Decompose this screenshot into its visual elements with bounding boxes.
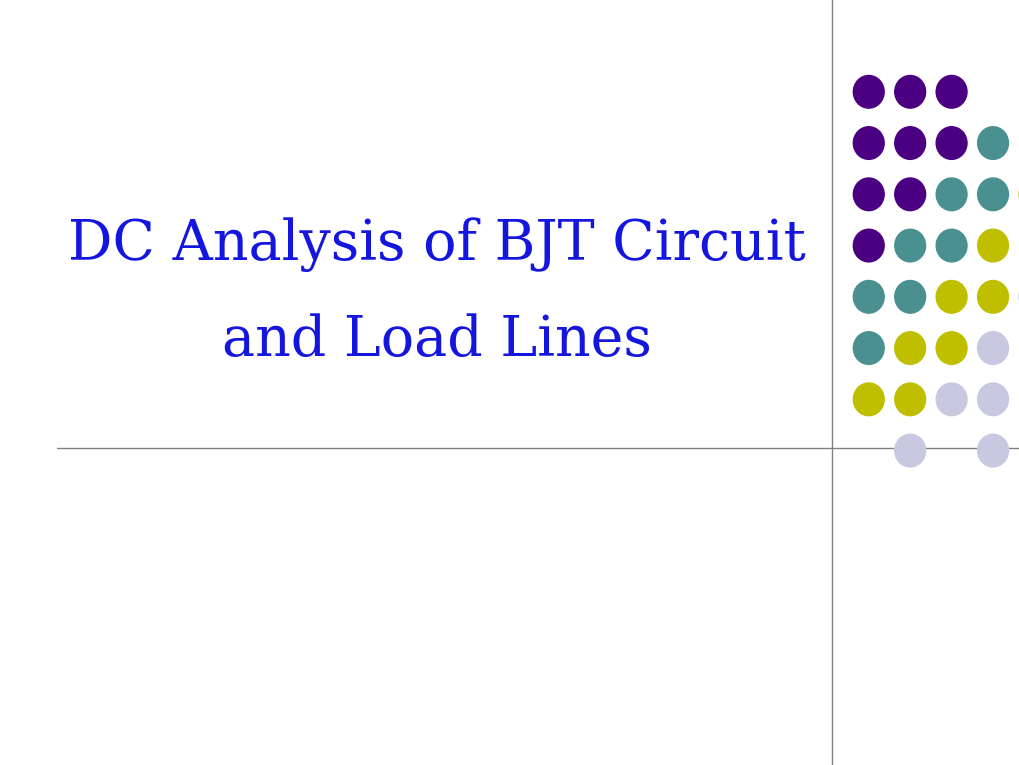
- Ellipse shape: [853, 383, 883, 415]
- Ellipse shape: [935, 230, 966, 262]
- Ellipse shape: [853, 178, 883, 210]
- Ellipse shape: [894, 230, 924, 262]
- Ellipse shape: [935, 332, 966, 364]
- Ellipse shape: [935, 76, 966, 108]
- Ellipse shape: [894, 127, 924, 159]
- Ellipse shape: [894, 76, 924, 108]
- Ellipse shape: [853, 281, 883, 313]
- Ellipse shape: [894, 383, 924, 415]
- Ellipse shape: [894, 435, 924, 467]
- Ellipse shape: [935, 127, 966, 159]
- Ellipse shape: [935, 178, 966, 210]
- Ellipse shape: [976, 435, 1008, 467]
- Ellipse shape: [935, 281, 966, 313]
- Text: DC Analysis of BJT Circuit: DC Analysis of BJT Circuit: [68, 217, 805, 272]
- Ellipse shape: [976, 332, 1008, 364]
- Ellipse shape: [853, 76, 883, 108]
- Ellipse shape: [976, 127, 1008, 159]
- Text: and Load Lines: and Load Lines: [222, 313, 651, 368]
- Ellipse shape: [853, 332, 883, 364]
- Ellipse shape: [853, 127, 883, 159]
- Ellipse shape: [894, 332, 924, 364]
- Ellipse shape: [976, 230, 1008, 262]
- Ellipse shape: [894, 281, 924, 313]
- Ellipse shape: [894, 178, 924, 210]
- Ellipse shape: [976, 383, 1008, 415]
- Ellipse shape: [976, 178, 1008, 210]
- Ellipse shape: [976, 281, 1008, 313]
- Ellipse shape: [853, 230, 883, 262]
- Ellipse shape: [935, 383, 966, 415]
